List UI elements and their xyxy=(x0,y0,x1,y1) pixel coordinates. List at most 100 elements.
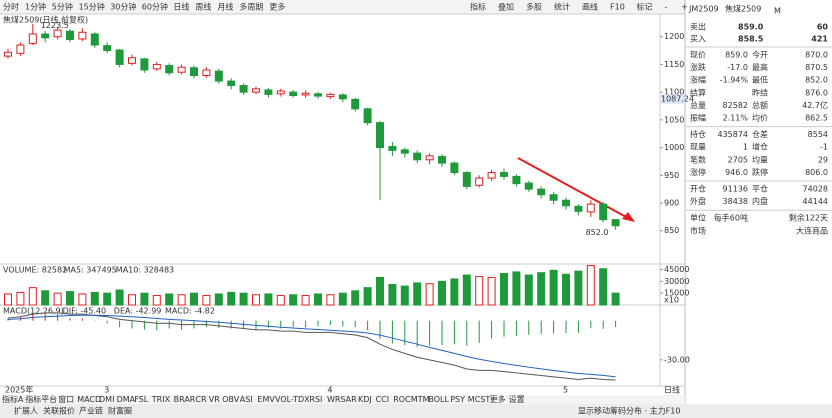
quote-label: 内盘 xyxy=(752,196,768,206)
toolbar-tab[interactable]: 周线 xyxy=(195,2,211,12)
indicator-tab[interactable]: MCST xyxy=(468,395,491,404)
low-label: 852.0 xyxy=(586,228,609,237)
quote-value: 74028 xyxy=(803,185,828,194)
volume-bar xyxy=(450,278,459,306)
quote-label: 涨跌 xyxy=(690,62,706,72)
toolbar-tab[interactable]: 更多 xyxy=(269,2,285,12)
indicator-tab[interactable]: VR xyxy=(209,395,220,404)
candle-body xyxy=(90,33,99,46)
toolbar-tab[interactable]: 分时 xyxy=(3,2,19,12)
indicator-tab[interactable]: DMA xyxy=(117,395,136,404)
indicator-tab[interactable]: 设置 xyxy=(509,394,525,404)
indicator-tab[interactable]: OBV xyxy=(222,395,240,404)
toolbar-tab[interactable]: 60分钟 xyxy=(142,2,168,12)
indicator-tab[interactable]: 指标平台 xyxy=(25,394,57,404)
indicator-tab[interactable]: 指标A xyxy=(2,394,24,404)
toolbar-button[interactable]: 叠加 xyxy=(498,2,514,12)
bottom-link[interactable]: 扩展人 xyxy=(14,406,38,416)
quote-value: -1.94% xyxy=(720,76,749,85)
indicator-tab[interactable]: CR xyxy=(195,395,207,404)
book-label: 卖出 xyxy=(690,22,706,32)
candle-body xyxy=(400,149,409,154)
candle-body xyxy=(512,175,521,185)
quote-value: 870.0 xyxy=(805,51,828,60)
toolbar-tab[interactable]: 15分钟 xyxy=(79,2,105,12)
macd-header: DIF: -45.40 xyxy=(63,307,107,316)
bottom-link[interactable]: 关联报价 xyxy=(43,406,75,416)
quote-label: 结算 xyxy=(690,87,706,97)
indicator-tab[interactable]: ROC xyxy=(393,395,411,404)
toolbar-tab[interactable]: 月线 xyxy=(217,2,233,12)
bottom-link[interactable]: 财富圈 xyxy=(108,406,132,416)
volume-bar xyxy=(16,291,25,306)
indicator-tab[interactable]: VOL-TDX xyxy=(275,395,310,404)
indicator-tab[interactable]: PSY xyxy=(450,395,465,404)
toolbar-button[interactable]: + xyxy=(681,3,688,12)
toolbar-tab[interactable]: 5分钟 xyxy=(52,2,73,12)
volume-bar xyxy=(103,292,112,306)
date-label: 5 xyxy=(563,386,568,395)
candle-body xyxy=(78,31,87,40)
volume-bar xyxy=(301,295,310,306)
volume-bar xyxy=(276,295,285,306)
volume-bar xyxy=(90,291,99,306)
toolbar-tab[interactable]: 日线 xyxy=(173,2,189,12)
toolbar-button[interactable]: F10 xyxy=(610,3,625,12)
date-label: 4 xyxy=(327,386,332,395)
indicator-tab[interactable]: BOLL xyxy=(428,395,449,404)
volume-bar xyxy=(214,293,223,306)
quote-value: 946.0 xyxy=(725,168,748,177)
quote-value: 每手60吨 xyxy=(714,213,748,223)
indicator-tab[interactable]: 窗口 xyxy=(58,394,74,404)
indicator-tab[interactable]: MTM xyxy=(411,395,430,404)
candle-body xyxy=(450,162,459,174)
toolbar-tab[interactable]: 多周期 xyxy=(239,2,263,12)
indicator-tab[interactable]: ASI xyxy=(240,395,253,404)
quote-label: 最高 xyxy=(752,62,768,72)
quote-value: 剩余122天 xyxy=(789,213,828,223)
volume-bar xyxy=(289,294,298,306)
candle-body xyxy=(103,45,112,52)
toolbar-button[interactable]: 多股 xyxy=(526,2,542,12)
indicator-tab[interactable]: FSL xyxy=(134,395,149,404)
volume-bar xyxy=(264,293,273,306)
indicator-tab[interactable]: WR xyxy=(327,395,341,404)
indicator-tab[interactable]: DMI xyxy=(99,395,114,404)
y-tick-label: 900 xyxy=(664,199,679,208)
quote-value: 2.11% xyxy=(723,114,749,123)
toolbar-button[interactable]: 指标 xyxy=(470,2,486,12)
candle-body xyxy=(66,30,74,40)
book-size: 421 xyxy=(811,35,828,44)
bottom-link[interactable]: 产业链 xyxy=(79,406,103,416)
indicator-tab[interactable]: TRIX xyxy=(151,395,171,404)
volume-bar xyxy=(562,273,570,306)
y-tick-label: 1000 xyxy=(664,143,684,152)
book-price: 858.5 xyxy=(738,35,764,44)
indicator-tab[interactable]: SAR xyxy=(340,395,357,404)
status-bar xyxy=(0,404,832,418)
indicator-tab[interactable]: KDJ xyxy=(358,395,372,404)
quote-label: 市场 xyxy=(690,225,706,235)
high-label: 1223.5 xyxy=(41,21,69,30)
toolbar-button[interactable]: 标记 xyxy=(636,2,652,12)
indicator-tab[interactable]: MACD xyxy=(77,395,101,404)
toolbar-button[interactable]: 统计 xyxy=(554,2,570,12)
symbol-flag: M xyxy=(774,7,781,16)
toolbar-tab[interactable]: 1分钟 xyxy=(25,2,46,12)
volume-bar xyxy=(413,282,422,306)
quote-label: 均量 xyxy=(752,154,768,164)
indicator-tab[interactable]: CCI xyxy=(376,395,390,404)
toolbar-button[interactable]: 画线 xyxy=(582,2,598,12)
candle-body xyxy=(462,172,471,187)
indicator-tab[interactable]: EMV xyxy=(257,395,275,404)
indicator-tab[interactable]: BRAR xyxy=(174,395,196,404)
period-label: 日线 xyxy=(664,385,680,395)
volume-bar xyxy=(524,274,533,306)
toolbar-button[interactable]: - xyxy=(664,3,667,12)
indicator-tab[interactable]: RSI xyxy=(309,395,322,404)
indicator-tab[interactable]: 更多 xyxy=(490,394,506,404)
quote-value: 大连商品 xyxy=(796,225,828,235)
volume-bar xyxy=(314,293,322,306)
candle-body xyxy=(152,63,161,70)
toolbar-tab[interactable]: 30分钟 xyxy=(110,2,136,12)
